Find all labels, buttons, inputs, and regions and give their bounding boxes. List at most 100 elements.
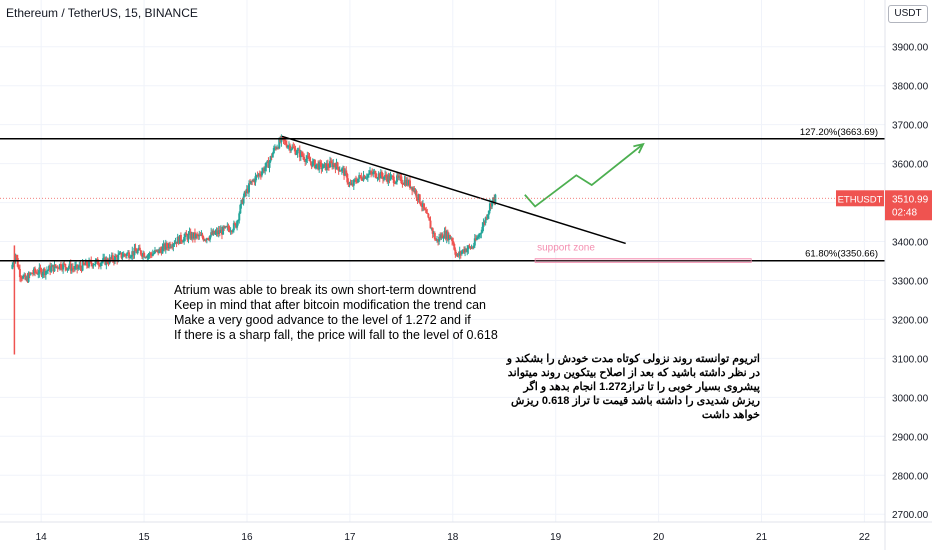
candle-body [416,197,419,200]
candle-body [48,265,51,270]
countdown-label: 02:48 [892,207,917,218]
candle-body [150,254,153,256]
candle-body [381,176,384,180]
candle-body [320,162,323,169]
candle-body [239,204,242,214]
candle-body [50,267,53,272]
candle-body [185,233,188,236]
candle-body [241,199,244,204]
candle-body [105,259,108,265]
candle-body [121,256,124,258]
candle-body [86,265,89,267]
candle-body [393,183,396,185]
candle-body [80,267,83,271]
candle-body [357,178,360,183]
candle-body [457,253,460,256]
candle-body [415,191,418,198]
candle-body [480,232,483,234]
candle-body [119,252,122,254]
candle-body [177,236,180,244]
candle-body [417,194,420,200]
candle-body [254,176,257,183]
candle-body [118,253,121,255]
candle-body [77,267,80,269]
candle-body [75,264,78,267]
candle-body [380,172,383,177]
candle-body [231,230,234,232]
candle-body [34,268,37,273]
candle-body [450,238,453,240]
time-tick-label: 17 [344,532,356,543]
candle-body [92,264,95,267]
candle-body [180,241,183,243]
candle-body [326,163,329,167]
candle-body [297,149,300,151]
candle-body [228,228,231,232]
candle-body [102,258,105,262]
candle-body [26,277,29,282]
candle-body [371,172,374,175]
symbol-title[interactable]: Ethereum / TetherUS, 15, BINANCE [6,6,198,20]
candle-body [54,264,57,267]
candle-body [165,243,168,247]
candle-body [96,258,99,265]
candle-body [420,205,423,207]
currency-button[interactable]: USDT [888,5,928,23]
candle-body [84,261,87,266]
candle-body [122,253,125,257]
candle-body [12,262,15,265]
candle-body [70,267,73,271]
candle-body [358,175,361,179]
candle-body [232,223,235,231]
candle-body [136,250,139,254]
candle-body [151,253,154,256]
candle-body [487,210,490,215]
candle-body [68,263,71,268]
candle-body [490,203,493,207]
candle-body [201,234,204,238]
candle-body [479,233,482,235]
candle-body [446,231,449,241]
candle-body [299,151,302,158]
candle-body [477,236,480,238]
candle-body [76,264,79,269]
time-axis[interactable]: 14 15 16 17 18 19 20 21 22 [0,521,932,543]
candle-body [19,277,22,279]
candle-body [269,156,272,162]
candle-body [18,269,21,278]
candle-body [226,226,229,228]
candle-body [155,250,158,252]
annotation-line: If there is a sharp fall, the price will… [174,328,498,342]
candle-body [69,263,72,271]
candle-body [190,233,193,239]
candle-body [488,203,491,211]
candle-body [364,177,367,179]
candle-body [95,258,98,261]
candle-body [356,181,359,183]
projection-arrow [524,143,644,208]
candle-body [313,160,316,169]
candle-body [71,267,74,269]
candle-body [379,172,382,179]
candle-body [389,175,392,181]
candle-body [413,187,416,193]
price-axis[interactable]: 3900.003800.003700.003600.003500.003400.… [884,0,932,550]
candle-body [88,260,91,267]
candle-body [346,173,349,183]
candle-body [376,177,379,179]
candle-body [475,237,478,240]
candle-body [407,180,410,186]
candle-body [141,254,144,257]
candle-body [335,162,338,170]
candle-body [64,263,67,268]
candle-body [11,264,14,269]
candle-body [318,161,321,170]
candle-body [384,174,387,178]
candle-body [37,273,40,275]
candle-body [142,252,145,257]
candle-body [36,272,39,275]
candle-body [53,264,56,272]
symbol-badge-label: ETHUSDT [838,194,883,205]
candle-body [423,203,426,209]
